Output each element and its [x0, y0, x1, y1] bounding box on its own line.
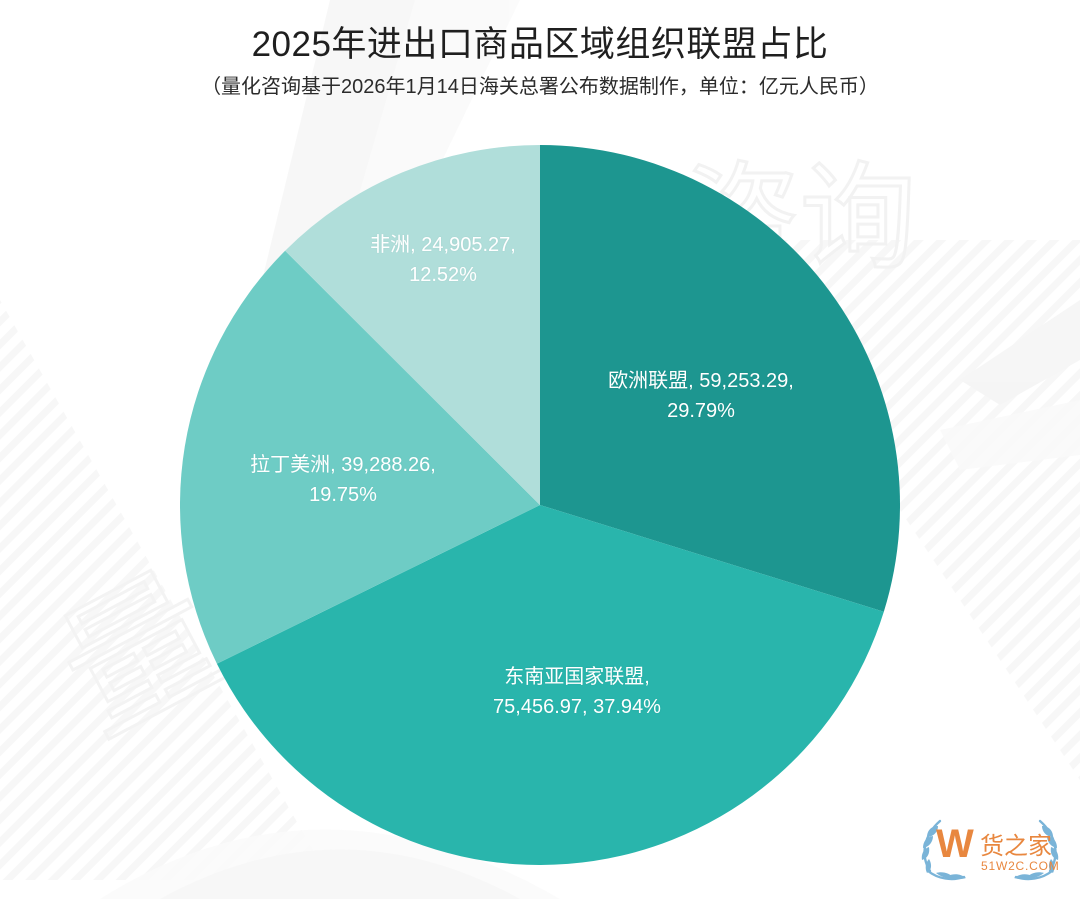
pie-label-africa-line1: 非洲, 24,905.27, [370, 234, 516, 256]
pie-label-asean: 东南亚国家联盟, 75,456.97, 37.94% [442, 662, 712, 722]
brand-name: 货之家 [980, 833, 1052, 860]
chart-header: 2025年进出口商品区域组织联盟占比 （量化咨询基于2026年1月14日海关总署… [0, 22, 1080, 101]
pie-label-latam: 拉丁美洲, 39,288.26, 19.75% [207, 450, 479, 510]
pie-label-asean-line2: 75,456.97, 37.94% [493, 696, 661, 718]
pie-label-africa-line2: 12.52% [409, 264, 477, 286]
pie-label-latam-line1: 拉丁美洲, 39,288.26, [250, 454, 436, 476]
pie-label-eu-line1: 欧洲联盟, 59,253.29, [608, 370, 794, 392]
pie-label-eu: 欧洲联盟, 59,253.29, 29.79% [566, 366, 836, 426]
watermark-chevron-right [940, 300, 1080, 470]
laurel-left-icon [921, 819, 966, 881]
pie-label-asean-line1: 东南亚国家联盟, [504, 666, 650, 688]
brand-logo: W 货之家 51W2C.COM [914, 809, 1066, 887]
brand-w-mark: W [936, 822, 974, 866]
pie-label-latam-line2: 19.75% [309, 484, 377, 506]
pie-slice-1[interactable] [216, 505, 884, 865]
pie-label-eu-line2: 29.79% [667, 400, 735, 422]
brand-domain: 51W2C.COM [981, 859, 1060, 873]
chart-subtitle: （量化咨询基于2026年1月14日海关总署公布数据制作，单位：亿元人民币） [201, 76, 879, 98]
chart-title: 2025年进出口商品区域组织联盟占比 [251, 25, 829, 64]
laurel-right-icon [1014, 819, 1059, 881]
pie-label-africa: 非洲, 24,905.27, 12.52% [332, 230, 554, 290]
